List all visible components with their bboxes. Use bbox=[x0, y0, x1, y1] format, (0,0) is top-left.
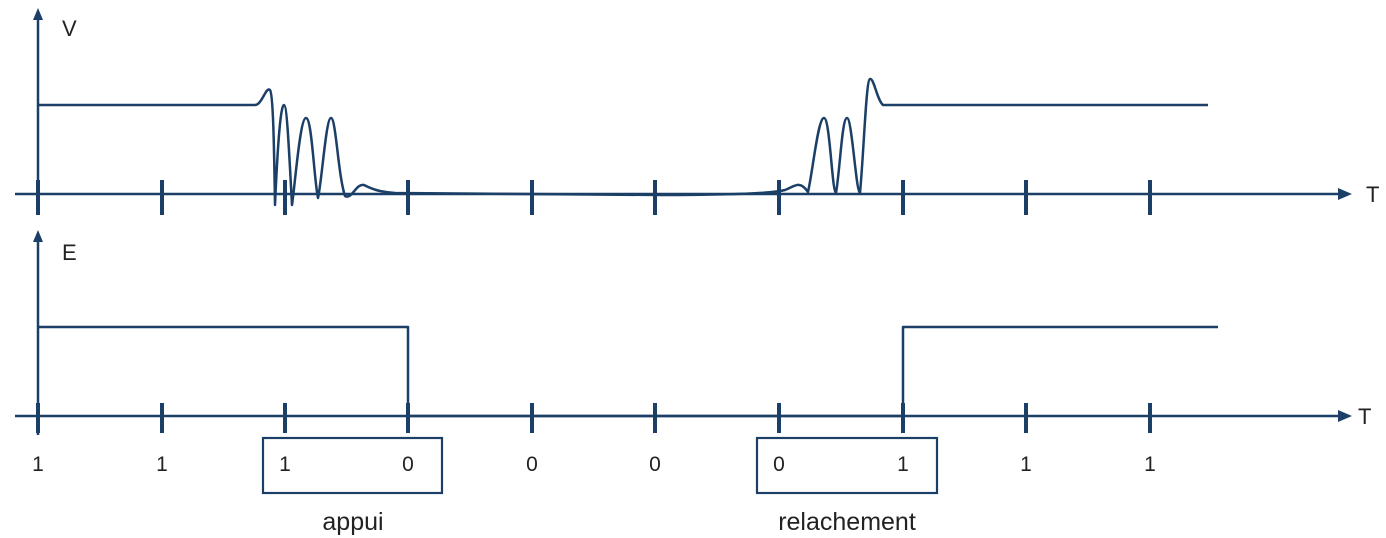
bit-label: 0 bbox=[649, 453, 661, 476]
bottom-ticks bbox=[36, 403, 1152, 433]
bit-label: 0 bbox=[526, 453, 538, 476]
e-axis-arrowhead bbox=[33, 230, 43, 242]
v-axis-label: V bbox=[62, 16, 77, 41]
bit-label: 1 bbox=[32, 453, 44, 476]
bit-label: 1 bbox=[1020, 453, 1032, 476]
state-plot: E T 1 1 1 0 0 0 0 1 1 1 bbox=[15, 230, 1371, 536]
state-signal bbox=[38, 325, 1218, 418]
v-axis-arrowhead bbox=[33, 8, 43, 20]
bit-label: 0 bbox=[773, 453, 785, 476]
bit-label: 0 bbox=[402, 453, 414, 476]
bit-label: 1 bbox=[1144, 453, 1156, 476]
voltage-signal bbox=[38, 77, 1208, 207]
bit-label: 1 bbox=[897, 453, 909, 476]
bit-label: 1 bbox=[279, 453, 291, 476]
voltage-plot: V T bbox=[15, 8, 1379, 215]
t-axis-top-arrowhead bbox=[1338, 188, 1352, 200]
t-axis-bottom-label: T bbox=[1358, 404, 1371, 429]
press-window-label: appui bbox=[322, 508, 383, 536]
e-axis-label: E bbox=[62, 240, 77, 265]
release-window-label: relachement bbox=[778, 508, 916, 536]
top-ticks bbox=[36, 180, 1152, 215]
bit-label: 1 bbox=[156, 453, 168, 476]
release-window-box bbox=[755, 436, 939, 495]
bit-labels: 1 1 1 0 0 0 0 1 1 1 bbox=[32, 453, 1156, 476]
t-axis-top-label: T bbox=[1366, 182, 1379, 207]
press-window-box bbox=[261, 436, 444, 495]
t-axis-bottom-arrowhead bbox=[1338, 410, 1352, 422]
